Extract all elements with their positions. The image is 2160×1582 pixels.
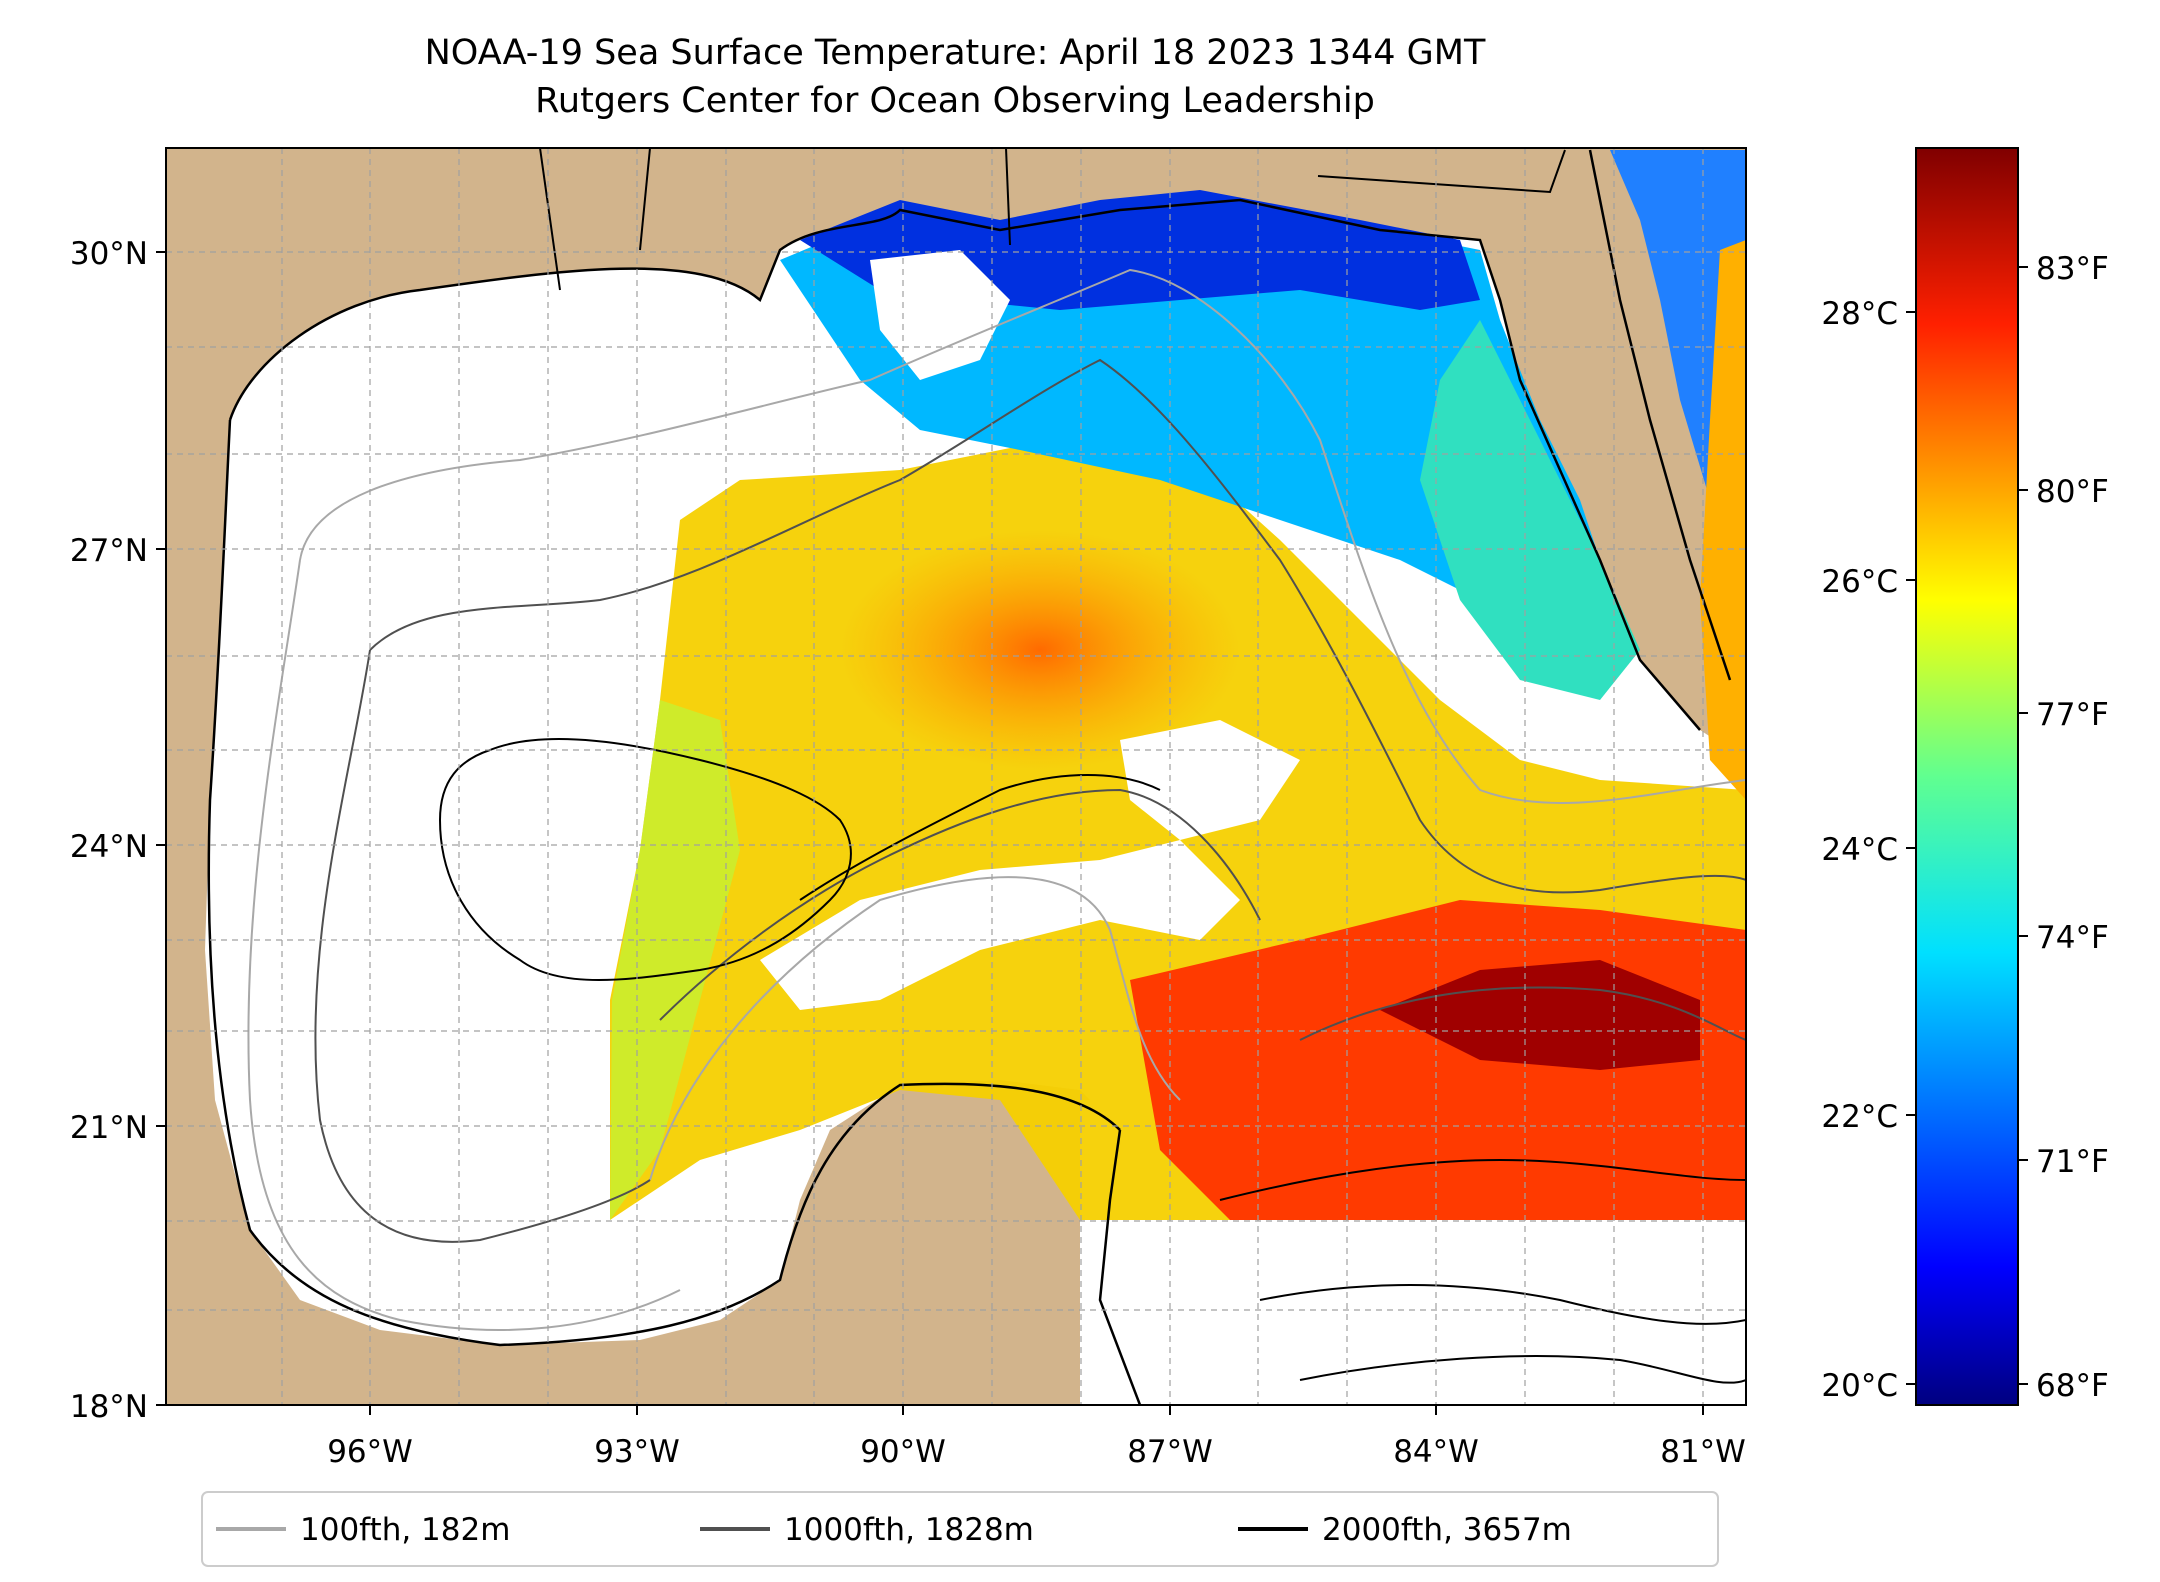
map-panel <box>166 148 1746 1405</box>
lat-tick-label: 21°N <box>70 1110 148 1146</box>
fahrenheit-tick-label: 71°F <box>2036 1144 2109 1180</box>
lon-tick-label: 93°W <box>594 1434 680 1470</box>
celsius-tick-label: 20°C <box>1821 1368 1898 1404</box>
fahrenheit-tick-label: 83°F <box>2036 251 2109 287</box>
fahrenheit-tick-label: 77°F <box>2036 697 2109 733</box>
fahrenheit-tick-label: 68°F <box>2036 1368 2109 1404</box>
celsius-tick-label: 28°C <box>1821 296 1898 332</box>
sst-warm-eddy <box>840 530 1240 770</box>
lat-tick-label: 27°N <box>70 533 148 569</box>
lat-tick-label: 18°N <box>70 1389 148 1425</box>
isobath-100fth <box>247 268 1746 1331</box>
colorbar <box>1915 147 2019 1406</box>
map-frame <box>165 147 1747 1406</box>
legend-label-100fth: 100fth, 182m <box>300 1512 510 1548</box>
fahrenheit-tick-label: 80°F <box>2036 474 2109 510</box>
map-title-line2: Rutgers Center for Ocean Observing Leade… <box>535 81 1375 121</box>
legend-label-1000fth: 1000fth, 1828m <box>784 1512 1034 1548</box>
lon-tick-label: 87°W <box>1127 1434 1213 1470</box>
isobath-legend: 100fth, 182m 1000fth, 1828m 2000fth, 365… <box>201 1491 1719 1567</box>
gridlines <box>166 148 1746 1405</box>
cloud-gap-central <box>760 840 1240 1010</box>
celsius-tick-label: 22°C <box>1821 1099 1898 1135</box>
colorbar-celsius-ticks <box>1906 311 1916 1385</box>
longitude-axis <box>369 1405 1704 1415</box>
sst-east-florida-shelf <box>1420 320 1640 700</box>
lat-tick-label: 24°N <box>70 829 148 865</box>
borders <box>539 148 1566 291</box>
legend-box <box>201 1491 1719 1567</box>
lat-tick-label: 30°N <box>70 236 148 272</box>
sst-atlantic-warm <box>1700 240 1746 800</box>
legend-label-2000fth: 2000fth, 3657m <box>1322 1512 1572 1548</box>
lon-tick-label: 96°W <box>327 1434 413 1470</box>
isobath-2000fth <box>438 738 1746 1384</box>
map-title-line1: NOAA-19 Sea Surface Temperature: April 1… <box>425 33 1486 73</box>
fahrenheit-tick-label: 74°F <box>2036 920 2109 956</box>
lon-tick-label: 81°W <box>1660 1434 1746 1470</box>
lon-tick-label: 90°W <box>860 1434 946 1470</box>
celsius-tick-label: 24°C <box>1821 832 1898 868</box>
lon-tick-label: 84°W <box>1393 1434 1479 1470</box>
latitude-axis <box>156 251 166 1406</box>
celsius-tick-label: 26°C <box>1821 564 1898 600</box>
sst-swath <box>610 150 1746 1220</box>
sst-hottest <box>1380 960 1700 1070</box>
colorbar-fahrenheit-ticks <box>2018 266 2028 1385</box>
sst-western-edge <box>610 700 740 1220</box>
